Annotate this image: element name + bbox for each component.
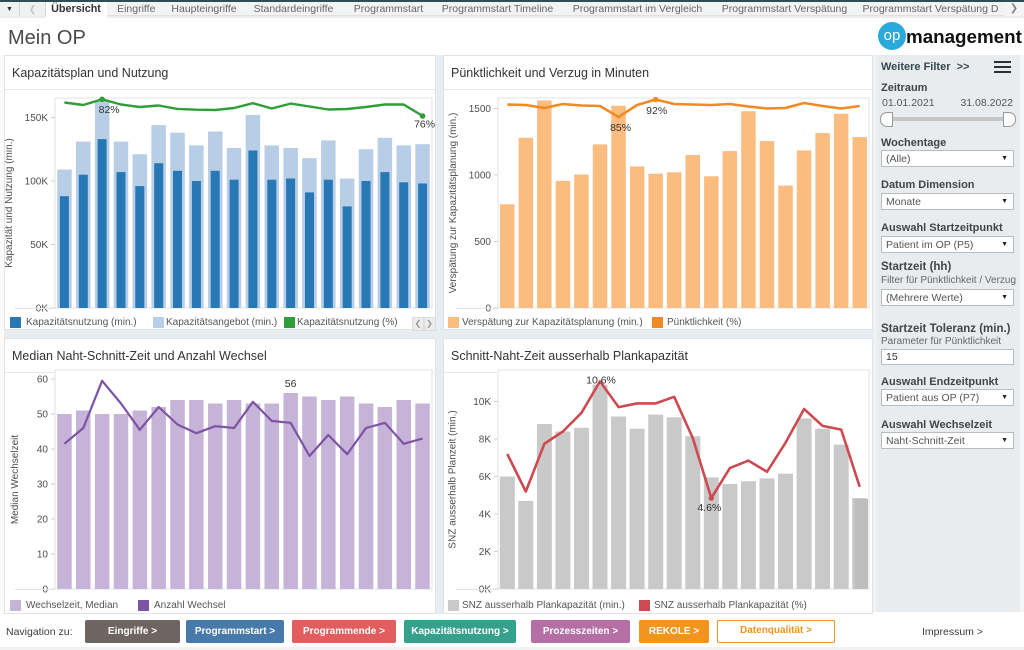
svg-text:50K: 50K [30,240,48,251]
svg-text:60: 60 [37,375,49,386]
svg-text:1500: 1500 [469,104,492,115]
svg-text:1000: 1000 [469,171,492,182]
svg-text:10K: 10K [473,397,491,408]
svg-text:500: 500 [474,237,491,248]
svg-text:50: 50 [37,410,49,421]
svg-text:8K: 8K [479,435,492,446]
svg-text:10: 10 [37,550,49,561]
svg-text:40: 40 [37,445,49,456]
svg-text:82%: 82% [99,104,120,116]
svg-text:30: 30 [37,480,49,491]
svg-text:Median Wechselzeit: Median Wechselzeit [10,435,21,525]
svg-text:150K: 150K [25,113,49,124]
svg-text:20: 20 [37,515,49,526]
svg-text:76%: 76% [414,119,435,131]
svg-text:4K: 4K [479,510,492,521]
svg-text:56: 56 [285,378,297,390]
svg-text:100K: 100K [25,177,49,188]
svg-text:92%: 92% [646,105,667,117]
svg-text:6K: 6K [479,472,492,483]
svg-text:85%: 85% [610,122,631,134]
svg-text:Kapazität und Nutzung (min.): Kapazität und Nutzung (min.) [5,138,15,268]
svg-text:SNZ ausserhalb Planzeit (min.): SNZ ausserhalb Planzeit (min.) [448,410,459,548]
svg-text:4.6%: 4.6% [697,502,721,514]
svg-text:10.6%: 10.6% [586,374,616,386]
svg-text:Verspätung zur Kapazitätsplanu: Verspätung zur Kapazitätsplanung (min.) [448,113,459,294]
svg-text:2K: 2K [479,547,492,558]
